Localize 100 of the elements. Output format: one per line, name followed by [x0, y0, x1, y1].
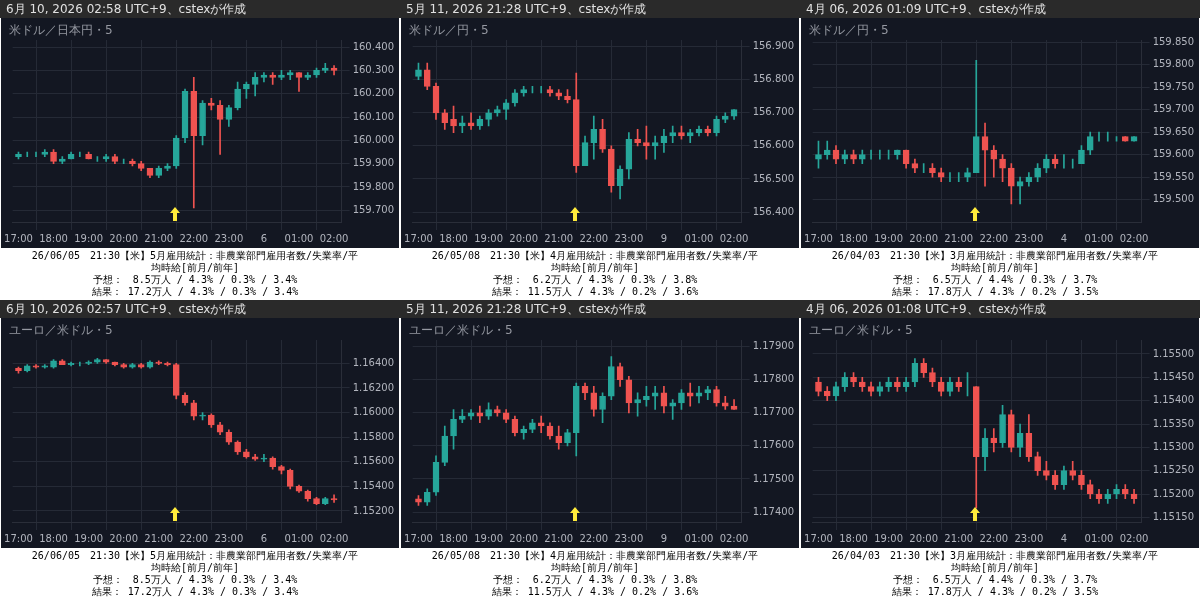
x-tick-label: 21:00 [544, 232, 574, 244]
x-tick-label: 02:00 [319, 532, 349, 544]
y-tick-label: 156.500 [752, 172, 795, 184]
text: 26/04/03 21:30【米】3月雇用統計：非農業部門雇用者数/失業率/平均時給[前月/前年] [830, 250, 1160, 274]
x-tick-label: 23:00 [614, 532, 644, 544]
y-tick-label: 1.15400 [352, 479, 395, 491]
x-tick-label: 18:00 [839, 532, 868, 544]
x-tick-label: 22:00 [179, 532, 209, 544]
x-tick-label: 02:00 [719, 232, 749, 244]
y-tick-label: 156.400 [752, 205, 795, 217]
y-tick-label: 156.900 [752, 40, 795, 52]
x-tick-label: 17:00 [404, 532, 433, 544]
x-tick-label: 18:00 [39, 232, 68, 244]
x-tick-label: 19:00 [74, 232, 104, 244]
x-tick-label: 22:00 [579, 232, 609, 244]
candlestick [458, 115, 466, 133]
y-tick-label: 159.650 [1152, 125, 1195, 137]
text: 26/06/05 21:30【米】5月雇用統計：非農業部門雇用者数/失業率/平均時給[前月/前年] [30, 550, 360, 574]
y-tick-label: 1.15200 [352, 504, 395, 516]
text: 予想： 6.5万人 / 4.4% / 0.3% / 3.7% [891, 274, 1099, 286]
x-tick-label: 02:00 [1119, 532, 1149, 544]
x-tick-label: 19:00 [874, 532, 904, 544]
y-tick-label: 159.550 [1152, 170, 1195, 182]
y-tick-label: 1.17400 [752, 505, 795, 517]
chart-title: 6月 10, 2026 02:58 UTC+9、cstexが作成 [0, 0, 400, 18]
text: 予想： 6.2万人 / 4.3% / 0.3% / 3.8% [491, 574, 699, 586]
text: 26/05/08 21:30【米】4月雇用統計：非農業部門雇用者数/失業率/平均時給[前月/前年] [430, 550, 760, 574]
candlestick [669, 399, 677, 420]
x-tick-label: 23:00 [1014, 532, 1044, 544]
chart-title: 6月 10, 2026 02:57 UTC+9、cstexが作成 [0, 300, 400, 318]
candlestick [260, 454, 268, 463]
candlestick [669, 125, 677, 143]
x-tick-label: 21:00 [944, 532, 974, 544]
candlestick [686, 382, 694, 407]
chart-subtitle: ユーロ／米ドル・5 [409, 322, 513, 339]
x-tick-label: 17:00 [804, 232, 833, 244]
x-tick-label: 01:00 [684, 532, 714, 544]
x-tick-label: 18:00 [439, 232, 468, 244]
x-tick-label: 19:00 [74, 532, 104, 544]
y-tick-label: 159.600 [1152, 148, 1195, 160]
candlestick [990, 428, 998, 453]
y-tick-label: 160.100 [352, 110, 395, 122]
x-tick-label: 22:00 [579, 532, 609, 544]
y-tick-label: 1.15400 [1152, 394, 1195, 406]
text: 結果： 17.8万人 / 4.3% / 0.2% / 3.5% [890, 286, 1100, 298]
y-tick-label: 1.16000 [352, 406, 395, 418]
y-tick-label: 159.800 [352, 180, 395, 192]
x-tick-label: 01:00 [1084, 532, 1114, 544]
candlestick [330, 494, 338, 503]
chart-subtitle: ユーロ／米ドル・5 [9, 322, 113, 339]
y-tick-label: 1.15150 [1152, 510, 1195, 522]
text: 結果： 17.2万人 / 4.3% / 0.3% / 3.4% [90, 586, 300, 598]
x-tick-label: 20:00 [509, 232, 539, 244]
text: 結果： 17.2万人 / 4.3% / 0.3% / 3.4% [90, 286, 300, 298]
x-tick-label: 23:00 [614, 232, 644, 244]
y-tick-label: 156.800 [752, 73, 795, 85]
text: 予想： 6.2万人 / 4.3% / 0.3% / 3.8% [491, 274, 699, 286]
chart-title: 4月 06, 2026 01:09 UTC+9、cstexが作成 [800, 0, 1200, 18]
y-tick-label: 1.15500 [1152, 347, 1195, 359]
x-tick-label: 19:00 [474, 532, 504, 544]
chart-subtitle: 米ドル／円・5 [409, 22, 489, 39]
x-tick-label: 17:00 [4, 232, 33, 244]
x-tick-label: 9 [660, 532, 668, 544]
x-tick-label: 22:00 [179, 232, 209, 244]
x-tick-label: 17:00 [404, 232, 433, 244]
y-tick-label: 159.700 [352, 203, 395, 215]
text: 26/04/03 21:30【米】3月雇用統計：非農業部門雇用者数/失業率/平均時給[前月/前年] [830, 550, 1160, 574]
y-tick-label: 1.15250 [1152, 464, 1195, 476]
y-tick-label: 159.750 [1152, 80, 1195, 92]
y-tick-label: 156.700 [752, 106, 795, 118]
y-tick-label: 1.15300 [1152, 440, 1195, 452]
x-tick-label: 23:00 [1014, 232, 1044, 244]
chart-subtitle: ユーロ／米ドル・5 [809, 322, 913, 339]
x-tick-label: 23:00 [214, 532, 244, 544]
y-tick-label: 1.17800 [752, 373, 795, 385]
x-tick-label: 20:00 [109, 232, 139, 244]
x-tick-label: 18:00 [39, 532, 68, 544]
y-tick-label: 159.700 [1152, 103, 1195, 115]
x-tick-label: 02:00 [1119, 232, 1149, 244]
text: 結果： 11.5万人 / 4.3% / 0.2% / 3.6% [490, 586, 700, 598]
text: 結果： 17.8万人 / 4.3% / 0.2% / 3.5% [890, 586, 1100, 598]
y-tick-label: 1.15200 [1152, 487, 1195, 499]
y-tick-label: 159.500 [1152, 193, 1195, 205]
x-tick-label: 21:00 [944, 232, 974, 244]
y-tick-label: 159.800 [1152, 58, 1195, 70]
text: 予想： 8.5万人 / 4.3% / 0.3% / 3.4% [91, 574, 299, 586]
x-tick-label: 20:00 [509, 532, 539, 544]
y-tick-label: 160.400 [352, 40, 395, 52]
x-tick-label: 6 [260, 532, 268, 544]
y-tick-label: 1.15450 [1152, 370, 1195, 382]
x-tick-label: 21:00 [144, 532, 174, 544]
y-tick-label: 1.16200 [352, 381, 395, 393]
text: 予想： 6.5万人 / 4.4% / 0.3% / 3.7% [891, 574, 1099, 586]
x-tick-label: 02:00 [719, 532, 749, 544]
chart-title: 5月 11, 2026 21:28 UTC+9、cstexが作成 [400, 300, 800, 318]
y-tick-label: 1.16400 [352, 356, 395, 368]
x-tick-label: 01:00 [684, 232, 714, 244]
text: 26/06/05 21:30【米】5月雇用統計：非農業部門雇用者数/失業率/平均時給[前月/前年] [30, 250, 360, 274]
x-tick-label: 21:00 [544, 532, 574, 544]
x-tick-label: 01:00 [284, 232, 314, 244]
